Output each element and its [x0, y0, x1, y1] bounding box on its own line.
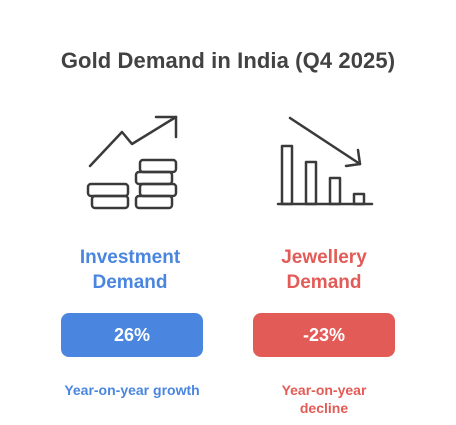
jewellery-heading: Jewellery Demand	[239, 245, 409, 295]
investment-value: 26%	[113, 324, 151, 345]
coins-trend-up-icon	[84, 112, 184, 212]
investment-heading-line2: Demand	[92, 272, 168, 293]
investment-caption: Year-on-year growth	[64, 382, 200, 398]
jewellery-value: -23%	[302, 324, 346, 345]
jewellery-caption-line1: Year-on-year	[281, 382, 367, 398]
jewellery-value-badge: -23%	[253, 313, 395, 357]
page-title: Gold Demand in India (Q4 2025)	[60, 48, 396, 73]
investment-heading-line1: Investment	[79, 247, 181, 268]
jewellery-heading-line1: Jewellery	[281, 247, 367, 268]
jewellery-heading-line2: Demand	[286, 272, 362, 293]
investment-heading: Investment Demand	[45, 245, 215, 295]
jewellery-caption: Year-on-year decline	[239, 381, 409, 417]
investment-value-badge: 26%	[61, 313, 203, 357]
jewellery-caption-line2: decline	[299, 400, 349, 416]
bar-chart-trend-down-icon	[276, 114, 376, 212]
